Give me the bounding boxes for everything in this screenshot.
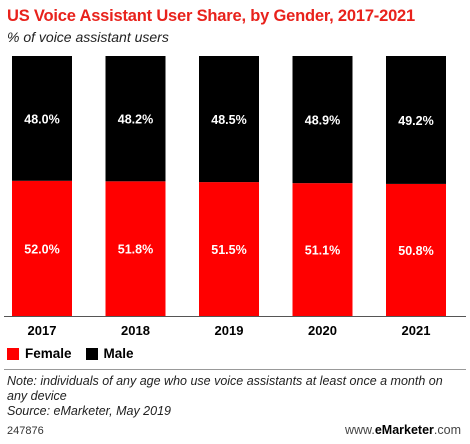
bar-male-2017 (12, 56, 72, 181)
x-tick-label-2021: 2021 (402, 323, 431, 338)
data-label-female-2017: 52.0% (24, 242, 59, 256)
bar-female-2021 (386, 183, 446, 316)
chart-subtitle: % of voice assistant users (7, 29, 169, 45)
bar-male-2019 (199, 56, 259, 183)
x-tick-label-2018: 2018 (121, 323, 150, 338)
bar-female-2020 (292, 183, 353, 316)
bar-male-2021 (386, 56, 446, 184)
legend-swatch-female (7, 347, 19, 360)
data-label-female-2019: 51.5% (211, 243, 246, 257)
data-label-male-2019: 48.5% (211, 113, 246, 127)
data-label-male-2018: 48.2% (118, 113, 153, 127)
chart-note: Note: individuals of any age who use voi… (7, 374, 462, 419)
legend-label-male: Male (103, 346, 134, 361)
x-tick-label-2017: 2017 (28, 323, 57, 338)
brand-prefix: www. (344, 423, 375, 437)
data-label-female-2020: 51.1% (305, 244, 340, 258)
brand-suffix: .com (433, 423, 461, 437)
brand-link[interactable]: www.eMarketer.com (345, 423, 461, 437)
x-tick-label-2019: 2019 (215, 323, 244, 338)
data-label-female-2018: 51.8% (118, 243, 153, 257)
source-text: Source: eMarketer, May 2019 (7, 404, 171, 418)
note-text: Note: individuals of any age who use voi… (7, 374, 443, 403)
x-tick-label-2020: 2020 (308, 323, 337, 338)
legend: Female Male (7, 346, 148, 361)
data-label-male-2020: 48.9% (305, 114, 340, 128)
bar-female-2018 (105, 181, 166, 316)
brand-name: eMarketer (374, 423, 434, 437)
data-label-male-2021: 49.2% (398, 114, 433, 128)
bar-male-2020 (292, 56, 353, 184)
data-label-female-2021: 50.8% (398, 244, 433, 258)
chart-id: 247876 (7, 425, 44, 437)
bar-female-2017 (12, 180, 72, 316)
chart-title: US Voice Assistant User Share, by Gender… (7, 7, 416, 25)
legend-label-female: Female (25, 346, 72, 361)
bar-female-2019 (199, 182, 259, 316)
legend-swatch-male (85, 347, 98, 360)
bar-male-2018 (105, 56, 166, 182)
data-label-male-2017: 48.0% (24, 112, 59, 126)
stacked-bar-chart: 52.0% 48.0% 2017 51.8% 48.2% 2018 51.5% 48.5% 20… (4, 56, 466, 338)
legend-item-male: Male (85, 346, 134, 361)
legend-item-female: Female (7, 346, 72, 361)
footer-divider (4, 369, 466, 370)
